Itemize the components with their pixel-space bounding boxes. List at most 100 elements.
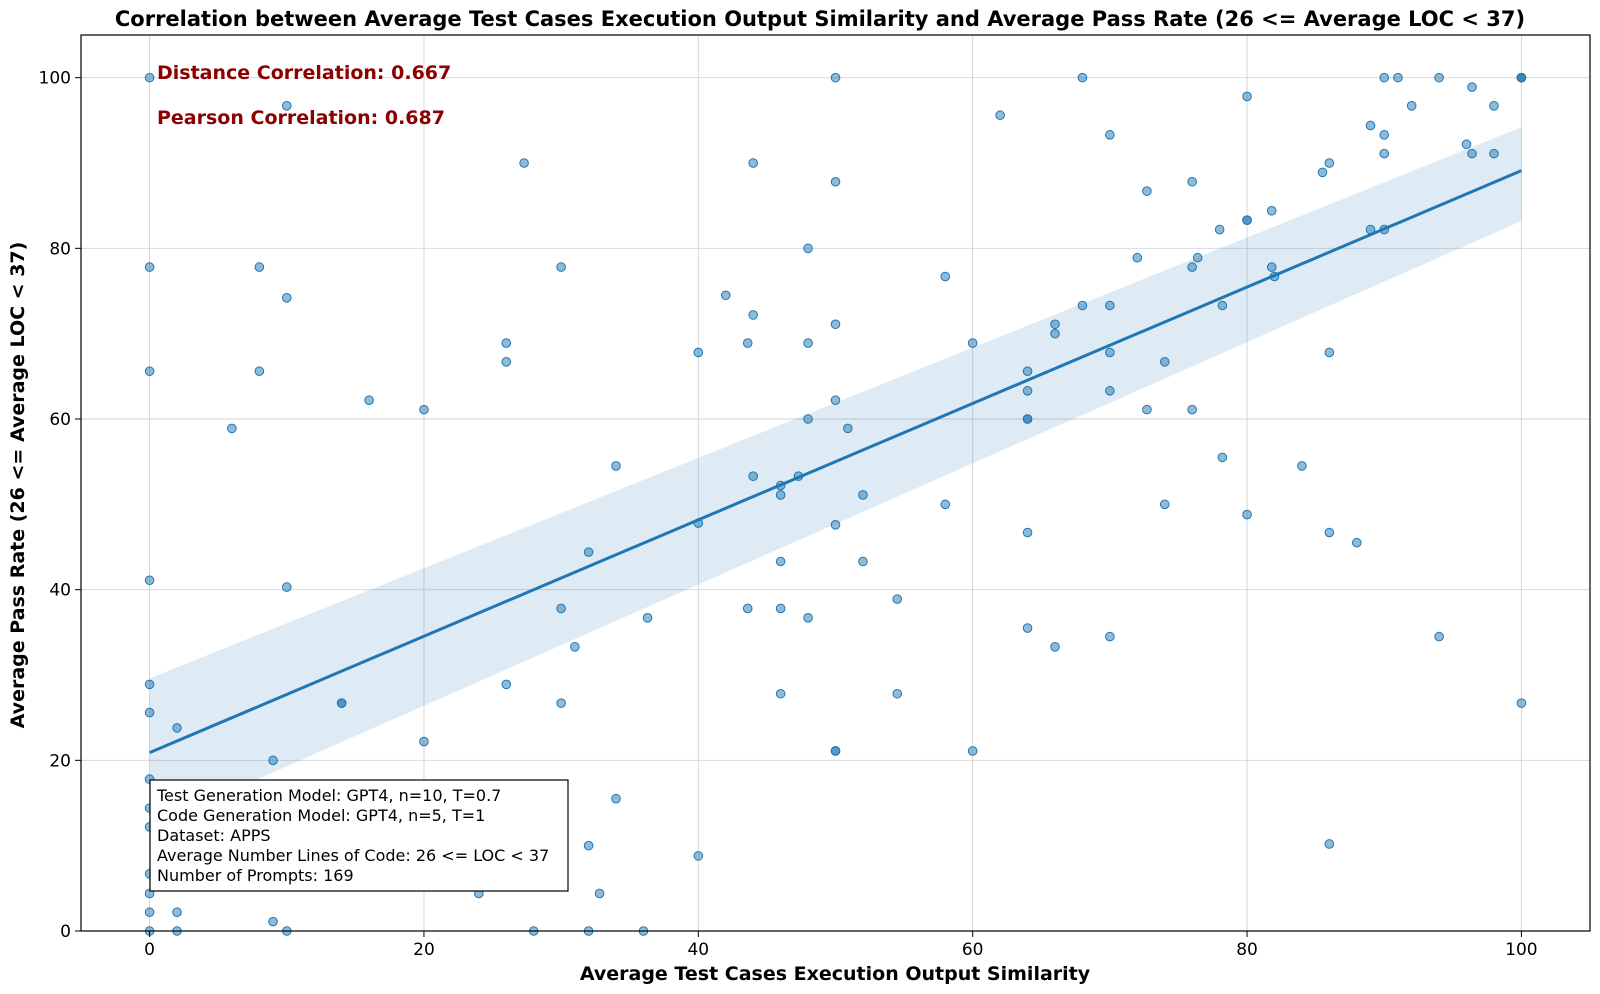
- data-point: [144, 575, 155, 586]
- data-point: [268, 755, 278, 766]
- data-point: [830, 176, 841, 187]
- regression-line-layer: [149, 169, 1522, 755]
- data-point: [1516, 698, 1527, 708]
- info-code-generation-model: Code Generation Model: GPT4, n=5, T=1: [157, 806, 485, 825]
- data-point: [775, 556, 786, 567]
- data-point: [172, 723, 182, 733]
- data-point: [1379, 72, 1390, 83]
- data-point: [1467, 148, 1477, 159]
- data-point: [720, 290, 731, 301]
- data-point: [501, 679, 512, 690]
- data-point: [419, 404, 429, 415]
- data-point: [281, 101, 292, 111]
- data-point: [1351, 537, 1362, 548]
- data-point: [803, 338, 813, 348]
- y-tick-label: 20: [49, 751, 71, 771]
- data-point: [1022, 527, 1033, 538]
- data-point: [254, 262, 265, 272]
- data-point: [1214, 224, 1225, 235]
- x-axis-label: Average Test Cases Execution Output Simi…: [580, 963, 1091, 985]
- data-point: [144, 707, 155, 718]
- axis-ticks: 0 20 40 60 80 100 0 20 40 60 80 100: [39, 69, 1538, 960]
- data-point: [967, 338, 978, 348]
- data-point: [519, 158, 529, 168]
- data-point: [742, 338, 753, 348]
- x-tick-label: 40: [687, 940, 709, 960]
- data-point: [693, 851, 704, 861]
- data-point: [144, 907, 155, 918]
- data-point: [144, 679, 155, 690]
- data-point: [336, 698, 347, 708]
- data-point: [556, 603, 566, 614]
- data-point: [172, 907, 182, 918]
- chart-title: Correlation between Average Test Cases E…: [115, 7, 1525, 31]
- data-point: [1105, 300, 1115, 311]
- data-point: [1050, 319, 1060, 330]
- y-tick-label: 100: [39, 69, 71, 89]
- data-point: [1489, 101, 1499, 111]
- y-tick-label: 0: [60, 922, 71, 942]
- data-point: [611, 793, 621, 804]
- info-box: Test Generation Model: GPT4, n=10, T=0.7…: [149, 779, 569, 892]
- x-tick-label: 80: [1236, 940, 1258, 960]
- y-tick-label: 60: [49, 410, 71, 430]
- data-point: [144, 366, 155, 377]
- data-point: [281, 293, 292, 303]
- data-point: [1242, 215, 1252, 225]
- data-point: [803, 243, 813, 254]
- info-test-generation-model: Test Generation Model: GPT4, n=10, T=0.7: [156, 786, 501, 805]
- data-point: [1324, 347, 1335, 358]
- data-point: [940, 499, 951, 510]
- x-tick-label: 20: [413, 940, 435, 960]
- data-point: [775, 688, 786, 699]
- data-point: [1217, 452, 1228, 463]
- data-point: [501, 338, 512, 348]
- confidence-band-layer: [149, 127, 1522, 827]
- data-point: [892, 688, 903, 699]
- data-point: [1105, 130, 1115, 140]
- data-point: [1159, 357, 1170, 367]
- data-point: [803, 414, 813, 424]
- data-point: [1159, 499, 1170, 510]
- data-point: [1467, 82, 1477, 92]
- data-point: [144, 72, 155, 83]
- data-point: [594, 888, 605, 899]
- data-point: [611, 461, 621, 471]
- pearson-correlation-label: Pearson Correlation: 0.687: [157, 107, 445, 129]
- data-point: [858, 490, 868, 500]
- info-dataset: Dataset: APPS: [157, 826, 271, 845]
- plot-frame: [80, 34, 1591, 932]
- data-point: [775, 490, 786, 500]
- data-point: [843, 423, 853, 434]
- data-point: [1516, 72, 1527, 83]
- data-point: [144, 262, 155, 272]
- data-point: [1105, 347, 1115, 358]
- data-point: [1379, 148, 1390, 159]
- data-point: [1105, 631, 1115, 642]
- data-point: [1142, 404, 1152, 415]
- data-point: [748, 471, 758, 481]
- data-point: [1217, 300, 1228, 311]
- data-point: [642, 613, 653, 623]
- data-point: [556, 698, 566, 708]
- data-point: [281, 582, 292, 592]
- data-point: [570, 642, 580, 652]
- data-point: [501, 357, 512, 367]
- data-point: [1187, 176, 1197, 187]
- y-axis-label: Average Pass Rate (26 <= Average LOC < 3…: [7, 242, 29, 729]
- data-point: [1077, 300, 1088, 311]
- data-point: [830, 520, 841, 530]
- data-point: [1050, 642, 1060, 652]
- data-point: [1022, 623, 1033, 633]
- data-point: [419, 736, 429, 747]
- data-point: [1132, 252, 1143, 263]
- data-point: [995, 110, 1005, 121]
- x-tick-label: 60: [962, 940, 984, 960]
- data-point: [1266, 205, 1277, 216]
- data-point: [1022, 414, 1033, 424]
- data-point: [803, 613, 813, 623]
- regression-line: [149, 169, 1522, 755]
- data-point: [940, 271, 951, 282]
- data-point: [1077, 72, 1088, 83]
